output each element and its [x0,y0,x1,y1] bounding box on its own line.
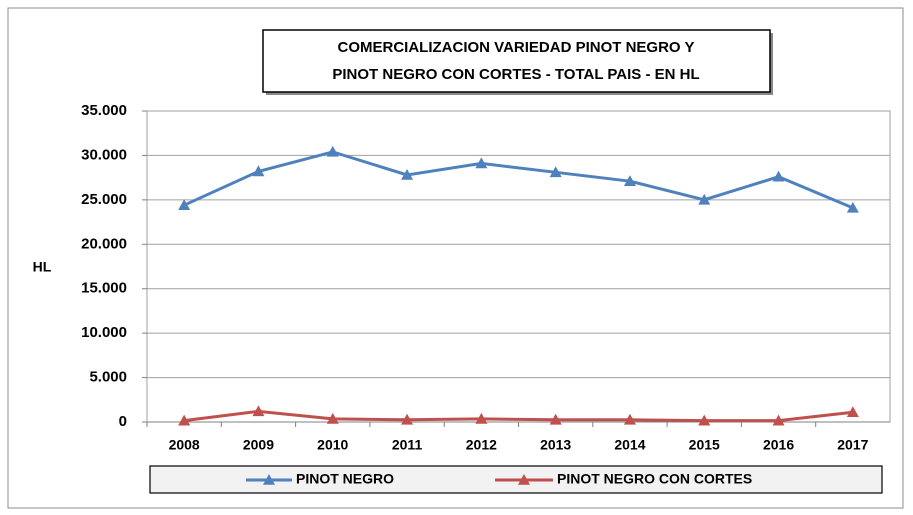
marker [475,157,488,169]
marker [326,412,339,424]
marker [698,414,711,426]
y-tick-label: 5.000 [89,369,127,386]
marker [623,175,636,186]
x-tick-label: 2012 [466,437,497,453]
marker [549,166,562,178]
chart-title: PINOT NEGRO CON CORTES - TOTAL PAIS - EN… [332,66,699,83]
marker [623,413,636,425]
marker [549,413,562,425]
x-tick-label: 2014 [614,437,645,453]
marker [178,199,191,210]
marker [772,170,785,182]
title-box [262,29,771,93]
y-tick-label: 20.000 [81,235,127,252]
legend-marker [263,474,275,485]
x-tick-label: 2010 [317,437,348,453]
x-tick-label: 2013 [540,437,571,453]
y-tick-label: 15.000 [81,280,127,297]
marker [698,193,711,205]
plot-area [146,110,891,423]
marker [401,413,414,425]
marker [178,414,191,426]
y-tick-label: 25.000 [81,191,127,208]
legend-label: PINOT NEGRO CON CORTES [557,471,752,487]
x-tick-label: 2009 [243,437,274,453]
marker [252,165,265,177]
x-tick-label: 2015 [689,437,720,453]
series-line [183,150,854,210]
legend-label: PINOT NEGRO [296,471,394,487]
legend-marker [518,474,530,485]
x-tick-label: 2017 [837,437,868,453]
y-tick-label: 10.000 [81,324,127,341]
x-tick-label: 2016 [763,437,794,453]
y-tick-label: 35.000 [81,102,127,119]
y-tick-label: 30.000 [81,146,127,163]
x-tick-label: 2011 [392,437,423,453]
marker [475,412,488,424]
marker [252,405,265,417]
marker [772,414,785,426]
marker [846,406,859,418]
series-line [183,409,854,423]
y-axis-label: HL [33,259,52,275]
marker [401,168,414,180]
x-tick-label: 2008 [169,437,200,453]
marker [846,201,859,213]
y-tick-label: 0 [119,413,127,430]
chart-title: COMERCIALIZACION VARIEDAD PINOT NEGRO Y [338,39,695,56]
marker [326,145,339,157]
